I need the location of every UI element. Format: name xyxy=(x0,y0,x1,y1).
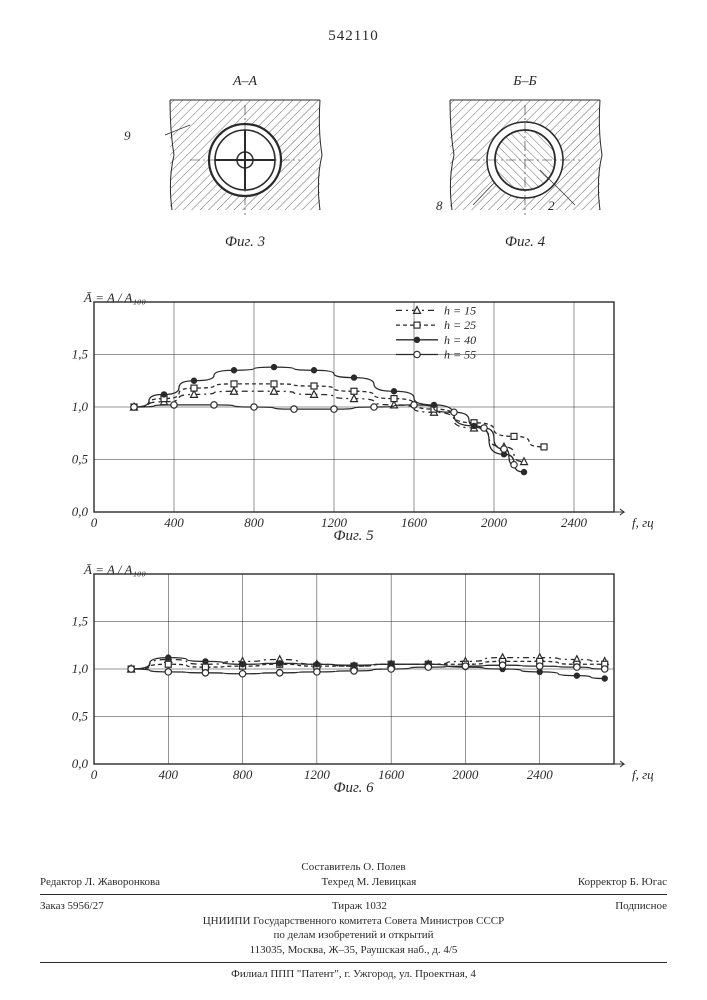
fig4-ref2: 2 xyxy=(548,198,555,214)
svg-text:1,5: 1,5 xyxy=(72,347,89,362)
fig3-caption: Фиг. 3 xyxy=(130,234,360,251)
editor: Редактор Л. Жаворонкова xyxy=(40,875,160,890)
addr2: Филиал ППП "Патент", г. Ужгород, ул. Про… xyxy=(40,967,667,982)
fig4-section-label: Б–Б xyxy=(410,74,640,90)
svg-text:0,0: 0,0 xyxy=(72,756,89,771)
chart5-caption: Фиг. 5 xyxy=(0,528,707,545)
svg-text:0,0: 0,0 xyxy=(72,504,89,519)
corrector: Корректор Б. Югас xyxy=(578,875,667,890)
cross-section-row: А–А Фиг. 3 9 Б–Б Фиг. 4 8 2 xyxy=(0,80,707,260)
fig4-ref8: 8 xyxy=(436,198,443,214)
svg-text:h = 15: h = 15 xyxy=(444,303,476,317)
svg-text:h = 25: h = 25 xyxy=(444,318,476,332)
org1: ЦНИИПИ Государственного комитета Совета … xyxy=(40,914,667,929)
org2: по делам изобретений и открытий xyxy=(40,928,667,943)
document-number: 542110 xyxy=(0,28,707,45)
addr1: 113035, Москва, Ж–35, Раушская наб., д. … xyxy=(40,943,667,958)
order: Заказ 5956/27 xyxy=(40,899,104,914)
fig3: А–А Фиг. 3 9 xyxy=(130,80,360,240)
print-run: Тираж 1032 xyxy=(332,899,387,914)
chart5-svg: 040080012001600200024000,00,51,01,5f, гц… xyxy=(78,290,638,530)
chart6-caption: Фиг. 6 xyxy=(0,780,707,797)
svg-text:1,0: 1,0 xyxy=(72,399,89,414)
fig4: Б–Б Фиг. 4 8 2 xyxy=(410,80,640,240)
chart6: 040080012001600200024000,00,51,01,5f, гц… xyxy=(78,562,638,787)
svg-text:h = 40: h = 40 xyxy=(444,333,476,347)
fig3-ref9: 9 xyxy=(124,128,131,144)
techred: Техред М. Левицкая xyxy=(322,875,417,890)
svg-text:0,5: 0,5 xyxy=(72,452,89,467)
compiler: Составитель О. Полев xyxy=(40,860,667,875)
svg-text:1,5: 1,5 xyxy=(72,614,89,629)
subscription: Подписное xyxy=(615,899,667,914)
fig4-drawing xyxy=(440,80,610,230)
svg-text:Ā = A / A₁₀₀: Ā = A / A₁₀₀ xyxy=(83,562,146,577)
chart5: 040080012001600200024000,00,51,01,5f, гц… xyxy=(78,290,638,535)
svg-text:0,5: 0,5 xyxy=(72,709,89,724)
fig3-drawing xyxy=(160,80,330,230)
svg-text:Ā = A / A₁₀₀: Ā = A / A₁₀₀ xyxy=(83,290,146,305)
chart6-svg: 040080012001600200024000,00,51,01,5f, гц… xyxy=(78,562,638,782)
fig4-caption: Фиг. 4 xyxy=(410,234,640,251)
fig3-section-label: А–А xyxy=(130,74,360,90)
svg-text:h = 55: h = 55 xyxy=(444,348,476,362)
credits-block: Составитель О. Полев Редактор Л. Жаворон… xyxy=(40,860,667,982)
svg-text:1,0: 1,0 xyxy=(72,661,89,676)
